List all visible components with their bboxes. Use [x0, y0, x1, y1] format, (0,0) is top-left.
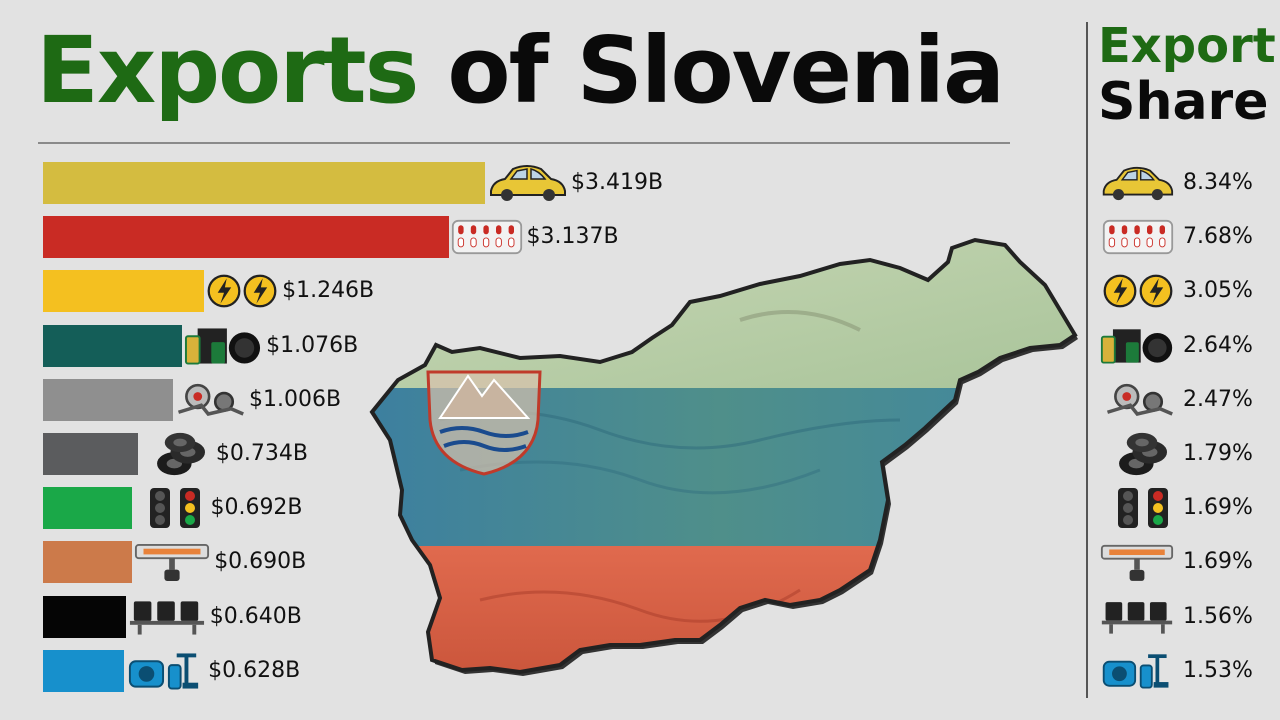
heater-icon	[1100, 541, 1174, 588]
bar-value-label: $1.246B	[282, 278, 375, 304]
oil-barrel-icon	[184, 326, 262, 370]
seats-icon	[128, 597, 206, 641]
pump-icon	[126, 651, 204, 695]
title-part2: of Slovenia	[447, 17, 1005, 124]
electricity-icon	[206, 272, 278, 314]
share-value: 1.53%	[1183, 657, 1253, 683]
bar-value-label: $3.419B	[571, 170, 664, 195]
bar	[43, 162, 485, 204]
bar-value-label: $1.076B	[266, 332, 359, 358]
bar-value-label: $0.734B	[215, 441, 308, 466]
bar	[43, 216, 449, 259]
bar-value-label: $0.692B	[210, 495, 303, 521]
share-value: 1.79%	[1183, 441, 1253, 466]
coat-of-arms-icon	[426, 370, 542, 476]
auto-parts-icon	[175, 380, 245, 424]
share-value: 2.47%	[1183, 386, 1253, 412]
bar	[43, 270, 205, 313]
bar	[43, 541, 133, 584]
seats-icon	[1100, 598, 1174, 640]
traffic-light-icon	[146, 486, 206, 534]
pills-icon	[1102, 217, 1174, 261]
share-value: 7.68%	[1183, 224, 1253, 250]
traffic-light-icon	[1114, 486, 1174, 534]
share-value: 2.64%	[1183, 332, 1253, 358]
electricity-icon	[1102, 272, 1174, 314]
heater-icon	[134, 540, 210, 588]
share-value: 1.56%	[1183, 603, 1253, 629]
bar	[43, 378, 174, 421]
bar-value-label: $1.006B	[249, 386, 342, 412]
sidebar-title: Export Share	[1098, 18, 1278, 130]
auto-parts-icon	[1104, 380, 1174, 424]
bar	[43, 595, 126, 638]
bar	[43, 649, 125, 692]
share-value: 1.69%	[1183, 495, 1253, 521]
bar	[43, 487, 133, 530]
sidebar-title-line2: Share	[1098, 72, 1269, 132]
share-value: 8.34%	[1183, 170, 1253, 195]
car-icon	[1100, 165, 1174, 206]
bar-value-label: $0.628B	[208, 657, 301, 683]
tires-icon	[1114, 431, 1174, 481]
pills-icon	[451, 217, 523, 261]
share-value: 1.69%	[1183, 549, 1253, 575]
title-part1: Exports	[36, 17, 419, 124]
car-icon	[487, 163, 567, 207]
title-divider	[38, 142, 1010, 144]
oil-barrel-icon	[1100, 327, 1174, 369]
page-title: Exports of Slovenia	[36, 6, 1005, 136]
share-value: 3.05%	[1183, 278, 1253, 304]
bar	[43, 433, 138, 475]
bar	[43, 324, 183, 367]
sidebar-divider	[1086, 22, 1088, 698]
sidebar-title-line1: Export	[1098, 18, 1276, 74]
bar-value-label: $3.137B	[526, 224, 619, 250]
bar-value-label: $0.640B	[209, 603, 302, 629]
bar-value-label: $0.690B	[214, 549, 307, 575]
tires-icon	[152, 431, 212, 481]
pump-icon	[1100, 652, 1174, 694]
